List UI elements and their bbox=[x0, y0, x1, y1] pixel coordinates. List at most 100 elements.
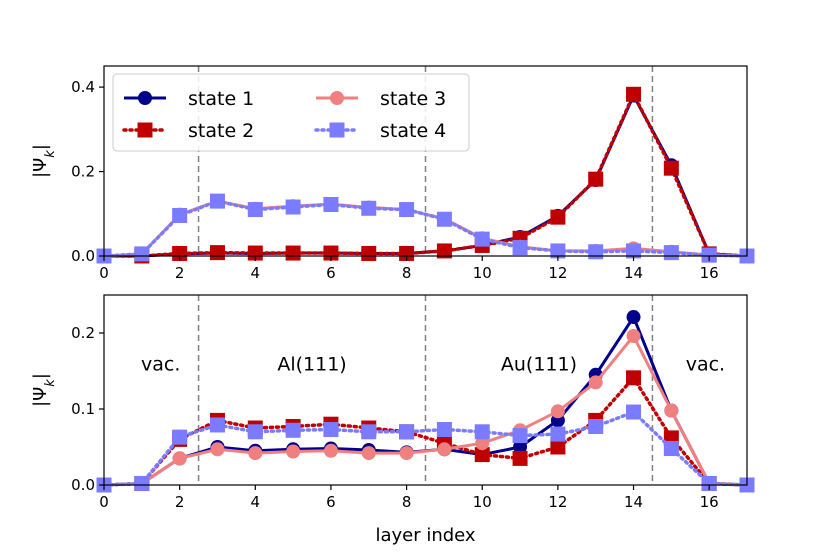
region-label: vac. bbox=[686, 353, 725, 375]
data-point bbox=[626, 86, 642, 102]
y-axis-label: |Ψk| bbox=[30, 144, 58, 178]
legend-box bbox=[112, 73, 470, 152]
y-tick-label: 0.0 bbox=[71, 476, 95, 494]
data-point bbox=[663, 245, 679, 261]
data-point bbox=[663, 160, 679, 176]
legend-label: state 4 bbox=[380, 120, 446, 142]
legend-label: state 1 bbox=[188, 88, 254, 110]
region-label: Al(111) bbox=[277, 353, 346, 375]
data-point bbox=[626, 310, 641, 325]
data-point bbox=[172, 207, 188, 223]
x-tick-label: 14 bbox=[624, 493, 643, 511]
data-point bbox=[285, 199, 301, 215]
data-point bbox=[247, 424, 263, 440]
data-point bbox=[474, 231, 490, 247]
series-state-4 bbox=[96, 404, 755, 493]
data-point bbox=[626, 370, 642, 386]
series-state-2 bbox=[96, 86, 755, 264]
data-point bbox=[701, 475, 717, 491]
panel-bottom: 0 2 4 6 8 10 12 14 16 0.0 0.1 0.2 |Ψk| layer index vac… bbox=[30, 294, 755, 546]
data-point bbox=[285, 422, 301, 438]
x-tick-label: 16 bbox=[700, 264, 719, 282]
x-tick-label: 6 bbox=[326, 264, 336, 282]
data-point bbox=[323, 245, 339, 261]
data-point bbox=[663, 441, 679, 457]
data-point bbox=[588, 244, 604, 260]
y-tick-label: 0.4 bbox=[71, 78, 95, 96]
data-point bbox=[550, 404, 565, 419]
data-point bbox=[474, 424, 490, 440]
data-point bbox=[550, 426, 566, 442]
legend-label: state 2 bbox=[188, 120, 254, 142]
x-tick-label: 8 bbox=[402, 264, 412, 282]
data-point bbox=[550, 439, 566, 455]
legend: state 1 state 2 state 3 state 4 bbox=[112, 73, 470, 152]
data-point bbox=[550, 209, 566, 225]
data-point bbox=[550, 243, 566, 259]
legend-item: state 4 bbox=[314, 120, 446, 142]
y-axis-label: |Ψk| bbox=[30, 373, 58, 407]
x-tick-label: 4 bbox=[251, 264, 261, 282]
data-point bbox=[626, 329, 641, 344]
data-point bbox=[512, 428, 528, 444]
data-point bbox=[172, 451, 187, 466]
data-point bbox=[436, 422, 452, 438]
data-point bbox=[588, 375, 603, 390]
x-tick-label: 10 bbox=[473, 493, 492, 511]
data-point bbox=[436, 211, 452, 227]
y-tick-label: 0.1 bbox=[71, 400, 95, 418]
legend-marker bbox=[137, 122, 153, 138]
data-point bbox=[248, 446, 263, 461]
data-point bbox=[361, 200, 377, 216]
data-point bbox=[513, 440, 528, 454]
x-tick-label: 10 bbox=[473, 264, 492, 282]
x-axis-label: layer index bbox=[375, 525, 475, 546]
data-point bbox=[512, 240, 528, 256]
data-point bbox=[209, 245, 225, 261]
data-point bbox=[588, 171, 604, 187]
region-label: Au(111) bbox=[501, 353, 577, 375]
data-point bbox=[210, 442, 225, 457]
data-point bbox=[323, 443, 338, 458]
data-point bbox=[247, 245, 263, 261]
x-tick-label: 12 bbox=[548, 493, 567, 511]
legend-marker bbox=[330, 91, 344, 105]
data-point bbox=[323, 422, 339, 438]
data-point bbox=[323, 196, 339, 212]
data-point bbox=[436, 243, 452, 259]
x-tick-label: 4 bbox=[251, 493, 261, 511]
data-point bbox=[361, 245, 377, 261]
data-point bbox=[172, 429, 188, 445]
y-tick-label: 0.0 bbox=[71, 247, 95, 265]
panel-top: 0 2 4 6 8 10 12 14 16 0.0 0.2 0.4 |Ψk| state 1 state 2… bbox=[30, 65, 755, 282]
x-tick-label: 0 bbox=[99, 493, 109, 511]
data-point bbox=[247, 202, 263, 218]
legend-marker bbox=[329, 122, 345, 138]
data-point bbox=[399, 446, 414, 461]
data-point bbox=[361, 446, 376, 461]
data-point bbox=[399, 245, 415, 261]
legend-item: state 1 bbox=[124, 88, 254, 110]
axes-frame bbox=[103, 294, 748, 486]
x-tick-label: 0 bbox=[99, 264, 109, 282]
data-point bbox=[701, 247, 717, 263]
data-point bbox=[664, 403, 679, 418]
data-point bbox=[475, 436, 490, 451]
data-point bbox=[474, 447, 490, 463]
x-tick-label: 2 bbox=[175, 493, 185, 511]
legend-label: state 3 bbox=[380, 88, 446, 110]
legend-item: state 3 bbox=[316, 88, 446, 110]
data-point bbox=[172, 245, 188, 261]
data-point bbox=[134, 475, 150, 491]
x-tick-label: 6 bbox=[326, 493, 336, 511]
legend-item: state 2 bbox=[122, 120, 254, 142]
data-point bbox=[512, 450, 528, 466]
data-point bbox=[437, 442, 452, 457]
data-point bbox=[626, 243, 642, 259]
data-point bbox=[209, 417, 225, 433]
data-point bbox=[361, 424, 377, 440]
data-point bbox=[399, 202, 415, 218]
x-tick-label: 12 bbox=[548, 264, 567, 282]
data-point bbox=[399, 424, 415, 440]
